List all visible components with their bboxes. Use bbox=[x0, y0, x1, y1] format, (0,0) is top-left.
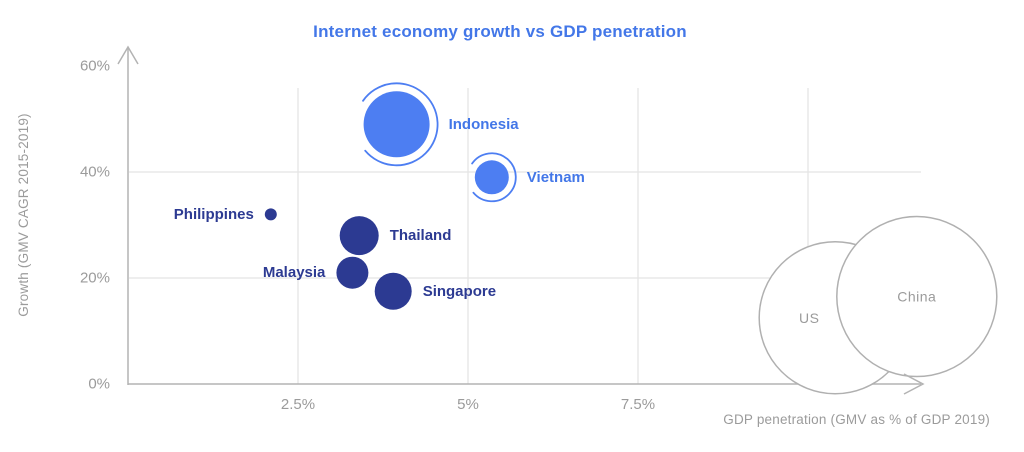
bubble-label-philippines: Philippines bbox=[174, 206, 254, 223]
bubble-vietnam bbox=[474, 160, 509, 195]
x-axis-arrow-icon bbox=[903, 373, 925, 395]
bubble-group-thailand: Thailand bbox=[339, 216, 452, 256]
bubble-group-vietnam: Vietnam bbox=[471, 152, 585, 203]
axis-arrows bbox=[117, 45, 925, 395]
axis-ticks: 2.5% 5% 7.5% 60% 40% 20% 0% bbox=[80, 58, 655, 414]
bubble-group-philippines: Philippines bbox=[174, 206, 277, 223]
bubble-group-china: China bbox=[836, 215, 998, 378]
chart-title: Internet economy growth vs GDP penetrati… bbox=[313, 22, 687, 41]
x-tick-label-7.5: 7.5% bbox=[621, 396, 655, 413]
y-tick-label-40: 40% bbox=[80, 164, 110, 181]
bubble-group-singapore: Singapore bbox=[374, 272, 496, 310]
bubble-thailand bbox=[339, 216, 379, 256]
bubble-label-us: US bbox=[799, 310, 819, 326]
bubble-halo-indonesia bbox=[362, 82, 439, 167]
bubble-label-thailand: Thailand bbox=[390, 227, 452, 244]
bubbles: Indonesia Vietnam Philippines Thailand Malay… bbox=[174, 82, 998, 395]
y-axis-arrow-icon bbox=[117, 45, 139, 65]
bubble-singapore bbox=[374, 272, 412, 310]
y-tick-label-20: 20% bbox=[80, 270, 110, 287]
bubble-halo-vietnam bbox=[471, 152, 517, 203]
bubble-philippines bbox=[264, 208, 277, 221]
y-axis-label: Growth (GMV CAGR 2015-2019) bbox=[16, 113, 31, 316]
bubble-label-vietnam: Vietnam bbox=[527, 169, 585, 186]
axes bbox=[127, 47, 921, 385]
bubble-malaysia bbox=[336, 256, 369, 289]
bubble-group-malaysia: Malaysia bbox=[263, 256, 369, 289]
bubble-group-indonesia: Indonesia bbox=[362, 82, 520, 167]
bubble-label-malaysia: Malaysia bbox=[263, 264, 326, 281]
bubble-label-indonesia: Indonesia bbox=[449, 116, 520, 133]
x-tick-label-5: 5% bbox=[457, 396, 479, 413]
bubble-indonesia bbox=[363, 91, 430, 158]
y-tick-label-60: 60% bbox=[80, 58, 110, 75]
bubble-label-singapore: Singapore bbox=[423, 283, 496, 300]
bubble-china bbox=[836, 215, 998, 378]
bubble-label-china: China bbox=[897, 289, 936, 305]
x-axis-label: GDP penetration (GMV as % of GDP 2019) bbox=[723, 412, 990, 427]
x-tick-label-2.5: 2.5% bbox=[281, 396, 315, 413]
y-tick-label-0: 0% bbox=[88, 376, 110, 393]
